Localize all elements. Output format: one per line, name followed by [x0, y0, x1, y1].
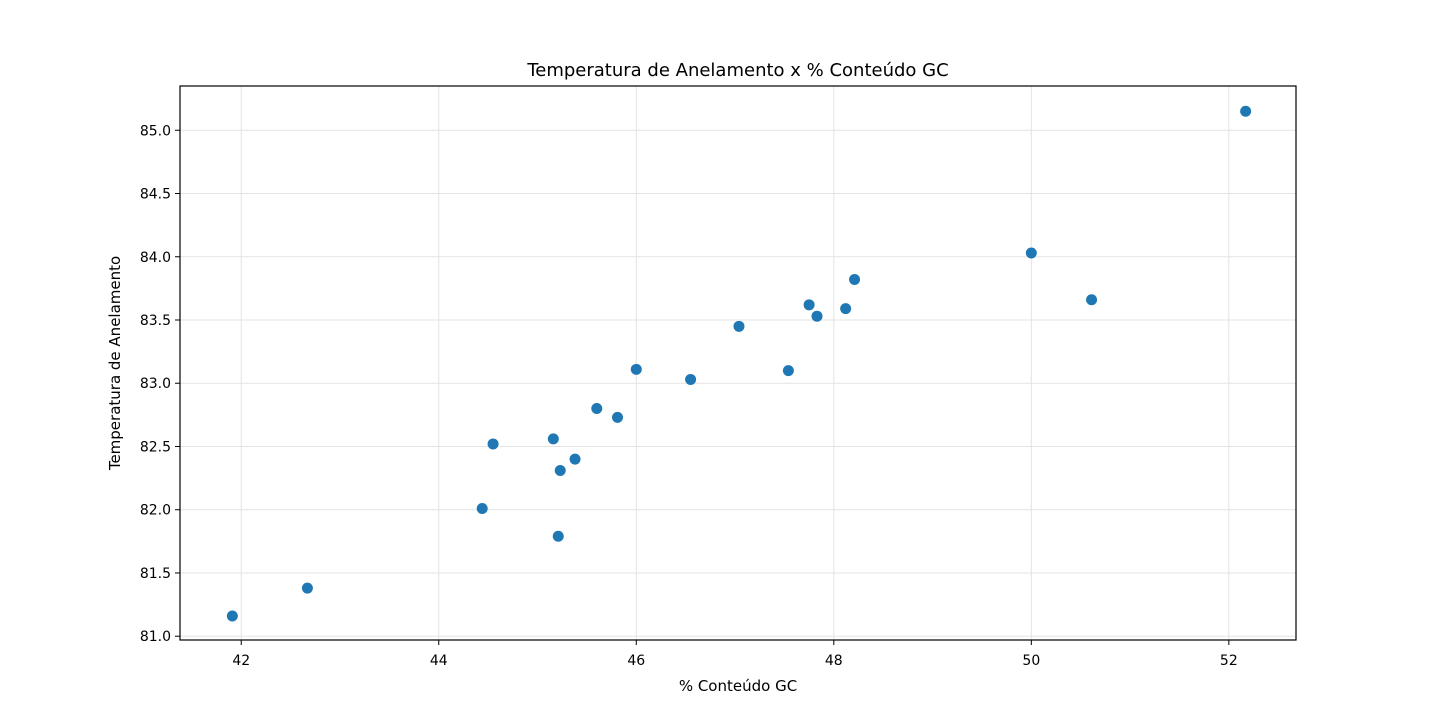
- scatter-point: [547, 433, 559, 445]
- x-tick-label: 46: [627, 653, 645, 669]
- y-tick-label: 81.5: [140, 566, 171, 582]
- x-axis-ticks: 42 44 46 48 50 52: [232, 640, 1238, 669]
- y-tick-label: 85.0: [140, 123, 171, 139]
- scatter-point: [487, 438, 499, 450]
- grid-lines: [180, 86, 1296, 640]
- scatter-point: [612, 411, 624, 423]
- scatter-point: [569, 453, 581, 465]
- y-tick-label: 84.5: [140, 187, 171, 203]
- y-axis-ticks: 81.0 81.5 82.0 82.5 83.0 83.5 84.0 84.5 85.0: [140, 123, 180, 645]
- x-tick-label: 52: [1220, 653, 1238, 669]
- scatter-point: [1240, 105, 1252, 117]
- x-tick-label: 48: [825, 653, 843, 669]
- scatter-point: [733, 320, 745, 332]
- scatter-point: [849, 274, 861, 286]
- scatter-point: [552, 530, 564, 542]
- x-axis-title: % Conteúdo GC: [679, 677, 797, 695]
- y-tick-label: 81.0: [140, 629, 171, 645]
- y-tick-label: 82.0: [140, 503, 171, 519]
- y-axis-title: Temperatura de Anelamento: [106, 256, 124, 471]
- scatter-points: [226, 105, 1252, 622]
- scatter-point: [782, 365, 794, 377]
- plot-frame: [179, 85, 1297, 641]
- y-tick-label: 83.5: [140, 313, 171, 329]
- y-tick-label: 83.0: [140, 376, 171, 392]
- scatter-point: [630, 363, 642, 375]
- scatter-point: [1025, 247, 1037, 259]
- y-tick-label: 84.0: [140, 250, 171, 266]
- scatter-point: [840, 303, 852, 315]
- scatter-point: [226, 610, 238, 622]
- scatter-point: [803, 299, 815, 311]
- scatter-point: [301, 582, 313, 594]
- scatter-point: [554, 465, 566, 477]
- x-tick-label: 44: [430, 653, 448, 669]
- scatter-point: [476, 502, 488, 514]
- scatter-point: [1086, 294, 1098, 306]
- chart-title: Temperatura de Anelamento x % Conteúdo G…: [526, 60, 948, 81]
- x-tick-label: 50: [1022, 653, 1040, 669]
- scatter-point: [685, 373, 697, 385]
- x-tick-label: 42: [232, 653, 250, 669]
- scatter-point: [811, 310, 823, 322]
- y-tick-label: 82.5: [140, 439, 171, 455]
- scatter-point: [591, 403, 603, 415]
